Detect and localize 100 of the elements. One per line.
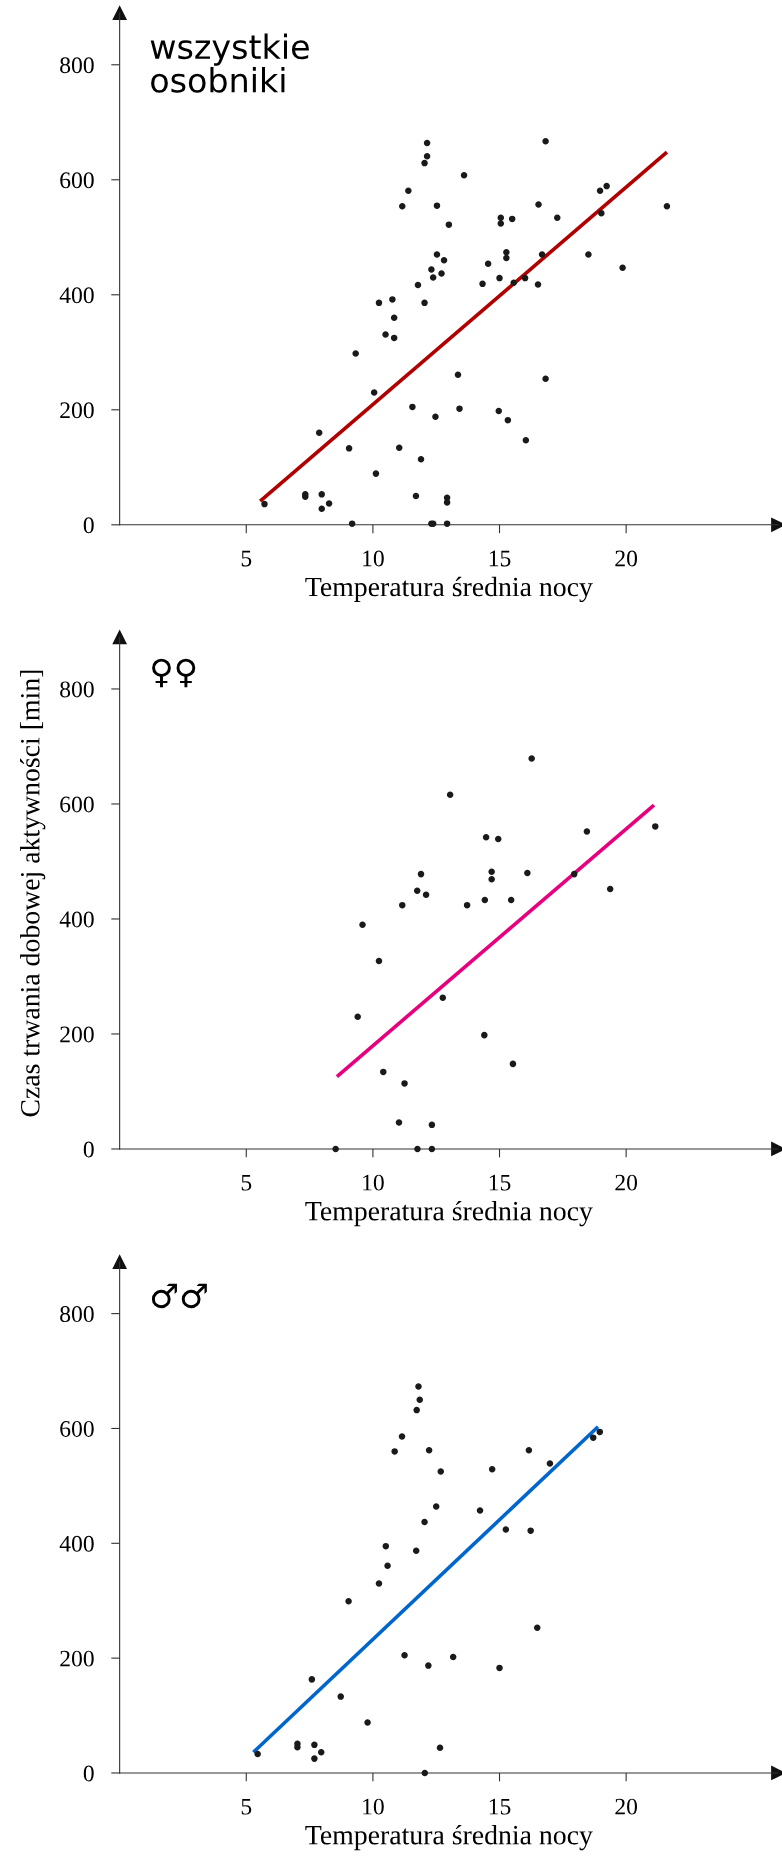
point <box>507 896 515 904</box>
point <box>317 1749 325 1756</box>
y-tick-label: 0 <box>83 517 94 534</box>
point <box>527 1527 534 1534</box>
point <box>449 1653 457 1661</box>
point <box>254 1750 261 1758</box>
y-tick-label: 400 <box>59 1535 94 1552</box>
point <box>415 1383 422 1390</box>
point <box>437 1468 445 1475</box>
point <box>421 1769 429 1777</box>
y-axis-title: Czas trwania dobowej aktywności [min] <box>20 670 46 1117</box>
point <box>524 869 531 877</box>
y-tick-label: 0 <box>83 1141 94 1158</box>
y-tick-label: 600 <box>60 796 94 813</box>
point <box>476 1507 484 1514</box>
point <box>436 1744 444 1751</box>
point <box>417 870 425 878</box>
annotation: ♀♀ <box>152 658 196 688</box>
x-tick-label: 15 <box>489 1174 511 1191</box>
point <box>652 823 659 830</box>
point <box>421 1518 428 1526</box>
x-tick-label: 20 <box>615 550 638 567</box>
point <box>414 1145 421 1153</box>
point <box>413 1406 420 1414</box>
x-tick-label: 10 <box>363 1174 384 1191</box>
point <box>311 1741 318 1749</box>
point <box>359 921 366 928</box>
point <box>463 901 471 909</box>
x-tick-label: 20 <box>615 1174 638 1191</box>
point <box>606 885 614 893</box>
y-tick-label: 600 <box>60 172 94 189</box>
point <box>364 1719 371 1726</box>
point <box>428 1145 436 1153</box>
point <box>375 957 383 965</box>
point <box>416 1396 423 1404</box>
point <box>583 828 591 835</box>
point <box>425 1447 433 1454</box>
point <box>354 1013 361 1020</box>
point <box>546 1460 554 1467</box>
y-tick-label: 800 <box>60 1306 94 1323</box>
point <box>446 791 454 799</box>
point <box>496 1664 503 1672</box>
point <box>482 834 490 841</box>
point <box>488 1465 496 1473</box>
point <box>308 1676 316 1683</box>
y-tick-label: 600 <box>60 1420 94 1437</box>
point <box>589 1434 597 1441</box>
x-tick-label: 5 <box>241 550 252 567</box>
point <box>332 1145 339 1153</box>
point <box>412 1547 420 1555</box>
y-tick-label: 200 <box>60 1650 94 1667</box>
point <box>391 1448 398 1455</box>
y-tick-label: 200 <box>60 402 94 419</box>
point <box>401 1652 408 1659</box>
y-tick-label: 0 <box>83 1765 94 1782</box>
point <box>401 1080 408 1087</box>
point <box>570 870 578 878</box>
point <box>384 1562 391 1569</box>
point <box>481 1031 488 1039</box>
point <box>509 1060 517 1068</box>
x-tick-label: 5 <box>241 1798 252 1815</box>
y-tick-label: 800 <box>60 681 94 698</box>
point <box>311 1755 318 1762</box>
y-tick-label: 400 <box>59 911 94 928</box>
y-tick-label: 800 <box>60 57 94 74</box>
point <box>428 1121 436 1129</box>
x-axis-title: Temperatura średnia nocy <box>305 576 593 603</box>
point <box>528 755 535 762</box>
point <box>425 1662 432 1669</box>
y-tick-label: 200 <box>60 1026 94 1043</box>
point <box>422 891 430 899</box>
point <box>380 1068 387 1076</box>
point <box>488 868 495 876</box>
point <box>439 994 447 1002</box>
point <box>382 1542 390 1550</box>
annotation: ♂♂ <box>151 1283 207 1309</box>
x-tick-label: 15 <box>489 550 511 567</box>
point <box>525 1447 533 1454</box>
x-tick-label: 10 <box>363 1798 384 1815</box>
point <box>488 876 495 883</box>
x-tick-label: 15 <box>489 1798 511 1815</box>
point <box>502 1526 510 1533</box>
point <box>398 1433 406 1440</box>
point <box>432 1503 440 1510</box>
point <box>345 1598 352 1605</box>
point <box>596 1428 604 1436</box>
y-tick-label: 400 <box>59 287 94 304</box>
point <box>399 901 406 909</box>
x-tick-label: 10 <box>363 550 384 567</box>
x-axis-title: Temperatura średnia nocy <box>305 1824 593 1851</box>
point <box>395 1119 403 1126</box>
point <box>375 1580 383 1587</box>
point <box>481 896 489 904</box>
point <box>413 887 421 895</box>
x-tick-label: 20 <box>615 1798 638 1815</box>
annotation: wszystkie osobniki <box>150 33 309 93</box>
x-tick-label: 5 <box>241 1174 252 1191</box>
x-axis-title: Temperatura średnia nocy <box>305 1200 593 1227</box>
point <box>337 1693 344 1700</box>
point <box>494 835 502 843</box>
